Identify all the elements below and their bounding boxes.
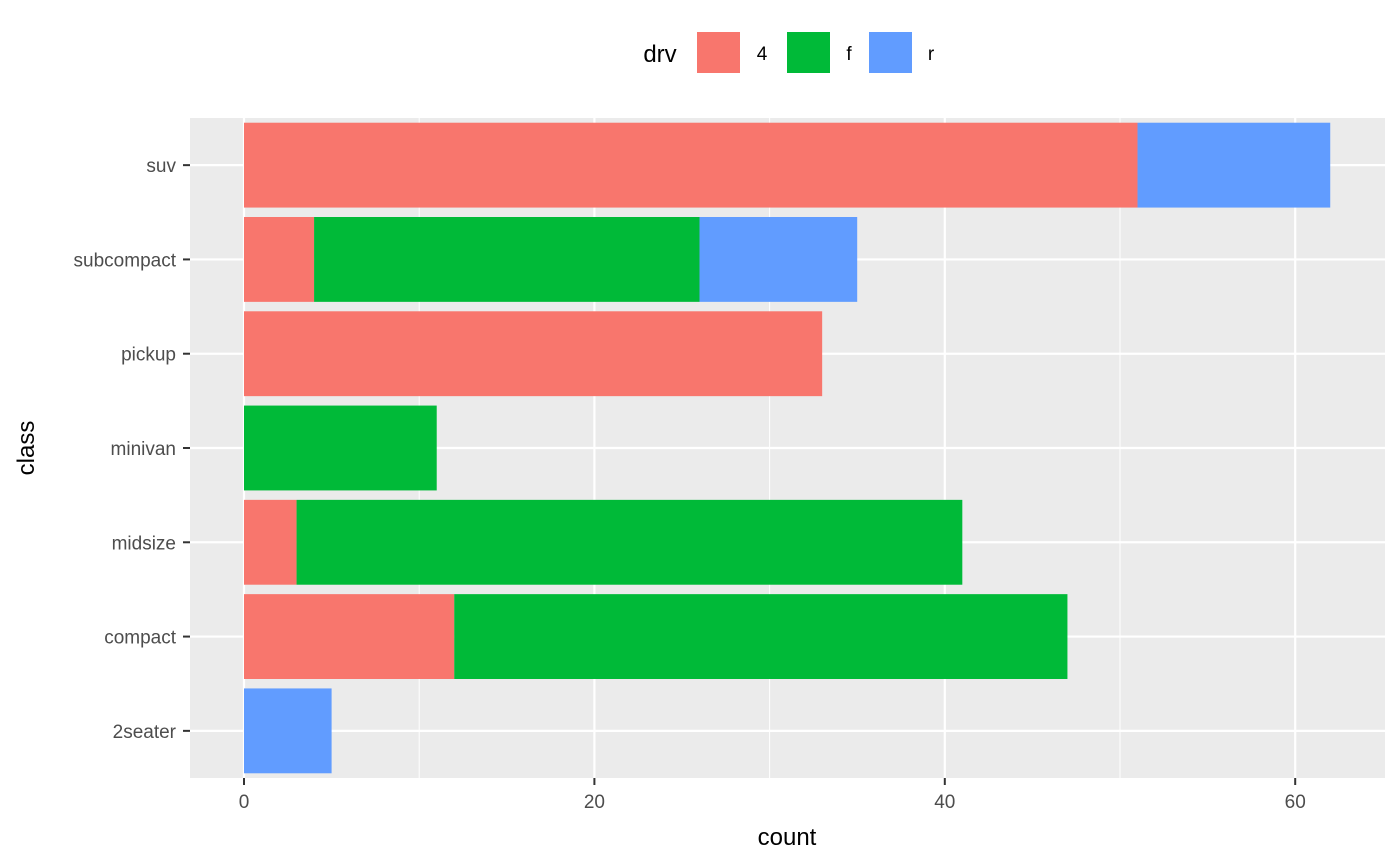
y-tick-label: compact [104,628,177,649]
y-tick-label: minivan [111,439,176,460]
bar-compact-f [454,594,1068,679]
legend-label-f: f [846,44,852,65]
bar-suv-4 [244,122,1138,208]
x-tick-label: 20 [584,792,605,813]
bar-midsize-4 [244,499,297,585]
bar-2seater-r [244,688,332,774]
bar-suv-r [1137,122,1331,208]
bar-pickup-4 [244,311,823,397]
legend-label-r: r [928,44,935,65]
bar-minivan-f [244,405,437,491]
legend-label-4: 4 [757,44,768,65]
y-tick-label: suv [146,156,176,177]
bar-compact-4 [244,594,455,679]
legend-key-r [869,32,912,73]
legend-title: drv [643,41,676,68]
y-tick-label: subcompact [74,250,177,271]
legend-key-4 [697,32,740,73]
x-tick-label: 0 [239,792,250,813]
bar-subcompact-4 [244,217,315,302]
x-axis-title: count [758,824,817,851]
y-axis-title: class [13,421,40,476]
legend-key-f [787,32,830,73]
bar-subcompact-f [314,217,700,302]
bar-midsize-f [296,499,963,585]
y-tick-label: pickup [121,345,176,366]
legend: drv 4 f r [643,32,935,73]
bar-subcompact-r [699,217,858,302]
y-tick-label: 2seater [113,722,177,743]
x-tick-label: 40 [934,792,955,813]
y-tick-label: midsize [112,533,176,554]
x-tick-label: 60 [1285,792,1306,813]
